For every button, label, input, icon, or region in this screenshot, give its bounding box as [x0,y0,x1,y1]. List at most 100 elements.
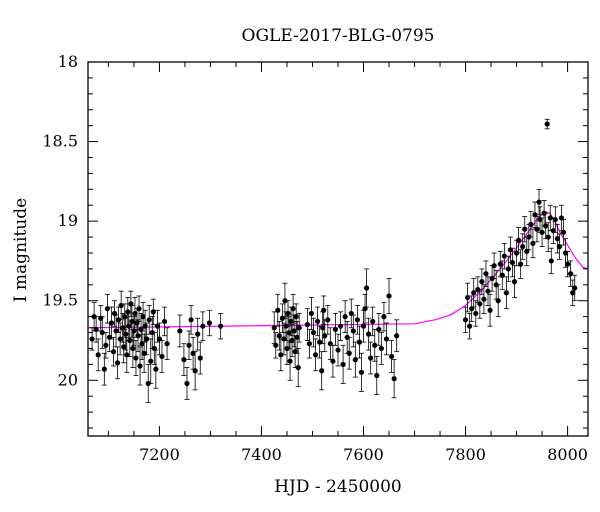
data-point-marker [116,317,122,323]
data-point-marker [330,358,336,364]
data-point-154 [509,247,516,278]
data-point-marker [195,331,201,337]
data-point-124 [378,332,384,365]
data-point-120 [370,306,376,337]
data-point-7 [103,332,109,359]
data-point-marker [554,236,560,242]
data-point-marker [321,307,327,313]
data-point-125 [381,301,387,332]
data-point-marker [505,266,512,272]
data-point-126 [383,322,390,356]
data-point-marker [464,294,471,301]
data-point-132 [464,282,471,313]
data-point-marker [312,352,319,358]
y-tick-label: 18.5 [42,132,78,151]
data-point-marker [286,329,292,336]
data-point-143 [487,293,493,327]
data-point-marker [473,310,479,317]
data-point-173 [545,222,551,252]
data-point-142 [485,276,491,306]
data-point-105 [340,344,346,384]
data-point-101 [330,344,336,378]
data-point-marker [568,271,574,277]
data-point-marker [374,372,380,379]
data-point-marker [314,318,321,325]
data-point-133 [467,313,473,340]
data-point-marker [123,331,129,337]
data-point-marker [319,368,325,374]
data-point-149 [499,260,505,290]
data-point-marker [342,314,348,320]
data-point-49 [154,309,160,343]
data-point-marker [543,223,549,229]
data-point-marker [471,290,477,296]
data-point-38 [140,301,146,332]
data-point-114 [358,352,365,392]
data-point-186 [572,274,578,302]
data-point-marker [308,310,315,317]
data-point-60 [192,351,198,391]
y-axis-label: I magnitude [11,198,31,302]
data-point-72 [281,322,287,356]
data-point-marker [296,325,302,331]
axes-layer: 7200 7400 7600 7800 8000 18 18.5 19 19.5 20 [42,52,589,464]
data-point-marker [560,229,567,235]
data-point-marker [501,253,507,259]
data-point-marker [320,325,326,331]
data-point-marker [99,329,105,336]
data-point-111 [352,341,358,378]
data-point-183 [564,250,571,278]
data-point-2 [93,316,99,343]
data-point-52 [161,306,168,337]
data-point-marker [159,353,165,360]
x-tick-label: 7400 [241,445,282,464]
data-point-marker [140,314,146,320]
y-tick-label: 20 [58,370,78,389]
data-point-marker [148,358,154,364]
data-point-marker [197,355,203,361]
data-point-33 [135,319,141,353]
data-point-marker [462,317,469,323]
data-point-141 [483,260,489,287]
data-point-marker [306,341,313,347]
data-point-marker [293,314,299,320]
data-point-marker [177,328,183,334]
data-point-152 [505,255,512,283]
data-point-11 [110,336,117,367]
data-point-marker [144,336,150,342]
data-point-67 [273,332,279,359]
data-point-marker [161,318,168,325]
plot-frame [87,61,589,437]
data-point-119 [368,341,374,375]
data-point-163 [528,211,534,238]
data-point-88 [304,308,310,341]
data-point-166 [534,215,540,243]
data-point-marker [534,226,540,232]
data-point-marker [335,347,341,353]
data-point-102 [332,313,339,346]
data-point-marker [278,352,284,358]
y-tick-label: 19.5 [42,291,78,310]
data-point-42 [145,363,151,403]
data-point-marker [497,261,503,267]
data-point-marker [518,261,524,267]
data-point-marker [556,244,563,250]
data-point-marker [528,221,534,227]
data-point-marker [536,199,542,205]
data-point-130 [394,319,400,353]
data-point-marker [93,326,99,332]
data-point-marker [200,323,206,329]
model-curve [87,210,589,329]
data-point-marker [279,315,285,321]
data-point-marker [188,317,194,323]
data-point-68 [275,293,281,327]
data-point-marker [572,285,578,291]
data-point-marker [290,306,296,312]
data-point-marker [110,349,117,355]
data-point-marker [356,339,363,345]
data-point-marker [127,337,133,344]
data-point-117 [363,268,370,308]
data-point-84 [293,303,299,330]
data-point-16 [117,322,123,356]
data-point-0 [89,327,95,351]
